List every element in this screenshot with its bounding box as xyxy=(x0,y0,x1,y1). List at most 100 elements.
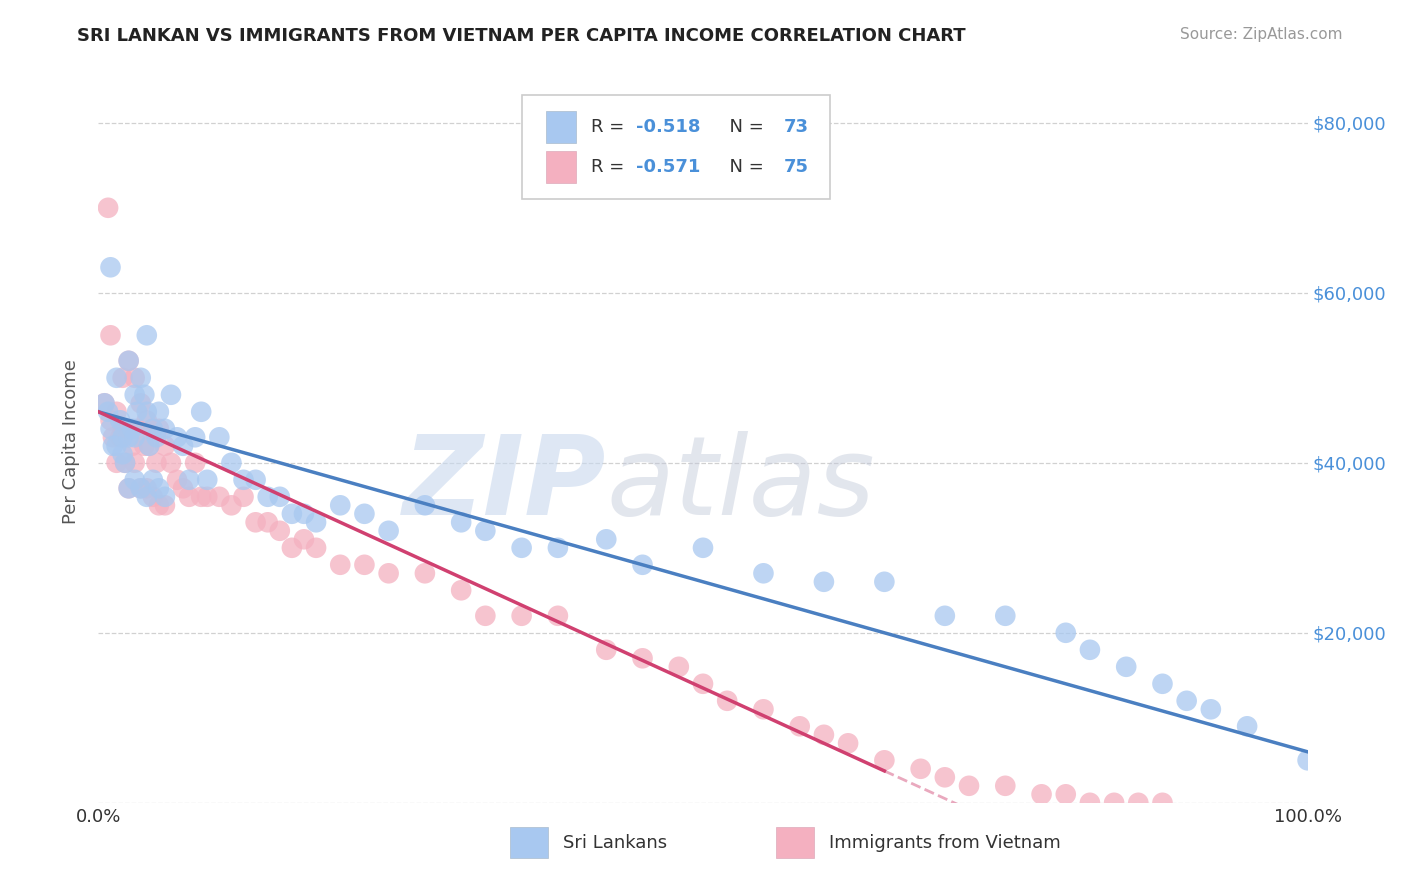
Point xyxy=(127,405,149,419)
Point xyxy=(179,473,201,487)
Point xyxy=(172,439,194,453)
Point xyxy=(184,430,207,444)
Point xyxy=(135,405,157,419)
Point xyxy=(668,660,690,674)
Text: 73: 73 xyxy=(785,119,808,136)
Point xyxy=(118,481,141,495)
Point xyxy=(547,608,569,623)
Point xyxy=(118,422,141,436)
Text: Immigrants from Vietnam: Immigrants from Vietnam xyxy=(828,833,1060,852)
Point xyxy=(114,456,136,470)
Text: R =: R = xyxy=(591,119,630,136)
Point xyxy=(450,583,472,598)
Point xyxy=(789,719,811,733)
Point xyxy=(547,541,569,555)
Point xyxy=(329,558,352,572)
Point xyxy=(118,353,141,368)
Point xyxy=(93,396,115,410)
Point xyxy=(1128,796,1150,810)
Point xyxy=(134,439,156,453)
Point xyxy=(245,473,267,487)
Point xyxy=(124,473,146,487)
Point xyxy=(105,456,128,470)
Point xyxy=(108,413,131,427)
Point xyxy=(100,422,122,436)
Point xyxy=(97,405,120,419)
Point xyxy=(145,456,167,470)
Point xyxy=(221,456,243,470)
Point xyxy=(124,430,146,444)
Point xyxy=(752,702,775,716)
Point xyxy=(118,353,141,368)
Point xyxy=(142,422,165,436)
Text: R =: R = xyxy=(591,158,630,176)
Point xyxy=(134,388,156,402)
Point xyxy=(184,456,207,470)
Point xyxy=(108,430,131,444)
Point xyxy=(1152,796,1174,810)
Text: N =: N = xyxy=(717,158,769,176)
Text: SRI LANKAN VS IMMIGRANTS FROM VIETNAM PER CAPITA INCOME CORRELATION CHART: SRI LANKAN VS IMMIGRANTS FROM VIETNAM PE… xyxy=(77,27,966,45)
Point xyxy=(692,541,714,555)
Point xyxy=(692,677,714,691)
Point xyxy=(934,770,956,784)
Point xyxy=(138,439,160,453)
Point xyxy=(269,490,291,504)
Point xyxy=(166,473,188,487)
Point xyxy=(1031,787,1053,801)
Point xyxy=(111,447,134,461)
Point xyxy=(957,779,980,793)
Point xyxy=(160,456,183,470)
Point xyxy=(114,456,136,470)
Text: atlas: atlas xyxy=(606,432,875,539)
Point xyxy=(910,762,932,776)
Point xyxy=(195,490,218,504)
Point xyxy=(813,574,835,589)
Point xyxy=(121,422,143,436)
Point xyxy=(281,507,304,521)
Point xyxy=(353,558,375,572)
Point xyxy=(148,481,170,495)
Point xyxy=(118,430,141,444)
Point xyxy=(994,779,1017,793)
Point xyxy=(135,490,157,504)
Point xyxy=(474,524,496,538)
Point xyxy=(127,422,149,436)
Point xyxy=(413,498,436,512)
Point xyxy=(111,422,134,436)
Point xyxy=(124,388,146,402)
Point xyxy=(377,524,399,538)
Point xyxy=(190,405,212,419)
Point xyxy=(153,498,176,512)
Point xyxy=(474,608,496,623)
FancyBboxPatch shape xyxy=(546,112,576,143)
Point xyxy=(129,371,152,385)
Point xyxy=(245,516,267,530)
Point xyxy=(105,371,128,385)
Point xyxy=(1236,719,1258,733)
Point xyxy=(934,608,956,623)
Point xyxy=(148,498,170,512)
Point xyxy=(256,490,278,504)
Point xyxy=(93,396,115,410)
Point xyxy=(1199,702,1222,716)
Point xyxy=(142,490,165,504)
Text: ZIP: ZIP xyxy=(402,432,606,539)
Point xyxy=(221,498,243,512)
Point xyxy=(377,566,399,581)
Point xyxy=(1102,796,1125,810)
Point xyxy=(716,694,738,708)
Point xyxy=(994,608,1017,623)
Point xyxy=(129,396,152,410)
Point xyxy=(353,507,375,521)
Point xyxy=(145,430,167,444)
Point xyxy=(1175,694,1198,708)
Point xyxy=(111,371,134,385)
Point xyxy=(118,481,141,495)
Point xyxy=(873,753,896,767)
Point xyxy=(153,490,176,504)
Point xyxy=(135,413,157,427)
Point xyxy=(101,439,124,453)
Point xyxy=(100,328,122,343)
FancyBboxPatch shape xyxy=(546,151,576,183)
